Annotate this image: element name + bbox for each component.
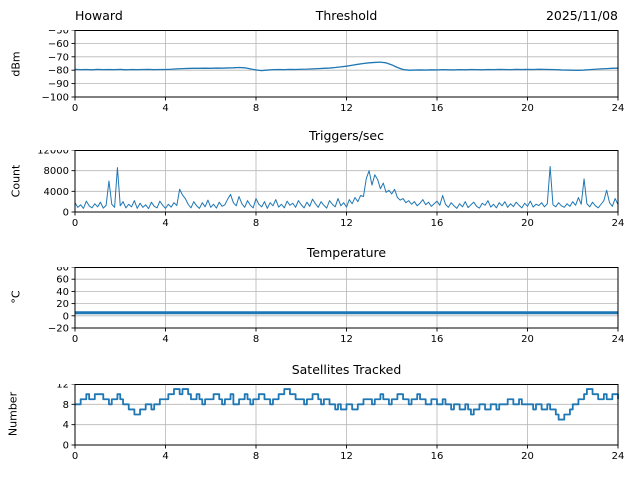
data-series-line — [74, 166, 619, 210]
temperature-title-row: Temperature — [75, 244, 618, 261]
x-tick-label: 12 — [340, 334, 353, 345]
triggers-plot: 0 4 8 12 16 20 24 0 4000 8000 12000 — [37, 150, 624, 229]
tick-marks — [71, 150, 619, 216]
x-tick-label: 24 — [612, 218, 625, 229]
y-tick-label: −90 — [48, 79, 69, 90]
y-tick-label: −20 — [48, 324, 69, 335]
y-tick-label: 80 — [56, 267, 69, 274]
triggers-title-row: Triggers/sec — [75, 127, 618, 144]
x-tick-label: 8 — [253, 334, 259, 345]
y-tick-label: −100 — [42, 93, 69, 104]
x-tick-label: 12 — [340, 218, 353, 229]
data-series-line — [75, 388, 619, 421]
x-tick-label: 8 — [253, 218, 259, 229]
threshold-title-row: Howard Threshold 2025/11/08 — [75, 7, 618, 24]
threshold-chart-title: Threshold — [315, 8, 378, 23]
tick-labels: 0 4 8 12 16 20 24 −50 −60 −70 −80 −90 −100 — [42, 30, 625, 114]
gridlines — [75, 267, 618, 328]
y-tick-label: 20 — [56, 299, 69, 310]
x-tick-label: 20 — [521, 103, 534, 114]
temperature-chart-title: Temperature — [306, 245, 387, 260]
x-tick-label: 20 — [521, 334, 534, 345]
tick-labels: 0 4 8 12 16 20 24 0 4000 8000 12000 — [37, 150, 624, 229]
triggers-chart-title: Triggers/sec — [309, 128, 384, 143]
x-tick-label: 4 — [162, 334, 168, 345]
data-series-line — [74, 61, 619, 72]
x-tick-label: 16 — [431, 218, 444, 229]
x-tick-label: 0 — [72, 103, 78, 114]
threshold-plot: 0 4 8 12 16 20 24 −50 −60 −70 −80 −90 −100 — [42, 30, 625, 114]
x-tick-label: 0 — [72, 218, 78, 229]
y-tick-label: −50 — [48, 30, 69, 37]
satellites-plot: 0 4 8 12 16 20 24 0 4 8 12 — [56, 384, 624, 462]
y-tick-label: 12000 — [37, 150, 69, 157]
satellites-title-row: Satellites Tracked — [75, 361, 618, 378]
y-tick-label: 4000 — [44, 187, 69, 198]
x-tick-label: 24 — [612, 334, 625, 345]
x-tick-label: 12 — [340, 103, 353, 114]
x-tick-label: 24 — [612, 103, 625, 114]
tick-labels: 0 4 8 12 16 20 24 0 4 8 12 — [56, 384, 624, 462]
y-tick-label: −80 — [48, 66, 69, 77]
y-tick-label: 8 — [63, 400, 69, 411]
x-tick-label: 16 — [431, 103, 444, 114]
x-tick-label: 12 — [340, 451, 353, 462]
x-tick-label: 4 — [162, 218, 168, 229]
date-label: 2025/11/08 — [545, 8, 618, 23]
y-tick-label: 12 — [56, 384, 69, 391]
x-tick-label: 4 — [162, 103, 168, 114]
x-tick-label: 4 — [162, 451, 168, 462]
y-tick-label: 8000 — [44, 166, 69, 177]
x-tick-label: 0 — [72, 334, 78, 345]
gridlines — [75, 384, 618, 445]
y-tick-label: 0 — [63, 441, 69, 452]
y-tick-label: 0 — [63, 208, 69, 219]
x-tick-label: 24 — [612, 451, 625, 462]
gridlines — [75, 150, 618, 212]
y-tick-label: 4 — [63, 420, 69, 431]
x-tick-label: 8 — [253, 103, 259, 114]
x-tick-label: 8 — [253, 451, 259, 462]
tick-marks — [71, 267, 619, 332]
x-tick-label: 16 — [431, 334, 444, 345]
station-name-label: Howard — [75, 8, 123, 23]
y-tick-label: 60 — [56, 275, 69, 286]
y-tick-label: 40 — [56, 287, 69, 298]
tick-marks — [71, 30, 619, 101]
y-tick-label: −60 — [48, 39, 69, 50]
x-tick-label: 20 — [521, 451, 534, 462]
x-tick-label: 0 — [72, 451, 78, 462]
y-tick-label: −70 — [48, 52, 69, 63]
tick-marks — [71, 384, 619, 449]
gridlines — [75, 30, 618, 97]
x-tick-label: 20 — [521, 218, 534, 229]
x-tick-label: 16 — [431, 451, 444, 462]
y-tick-label: 0 — [63, 311, 69, 322]
satellites-chart-title: Satellites Tracked — [291, 362, 402, 377]
